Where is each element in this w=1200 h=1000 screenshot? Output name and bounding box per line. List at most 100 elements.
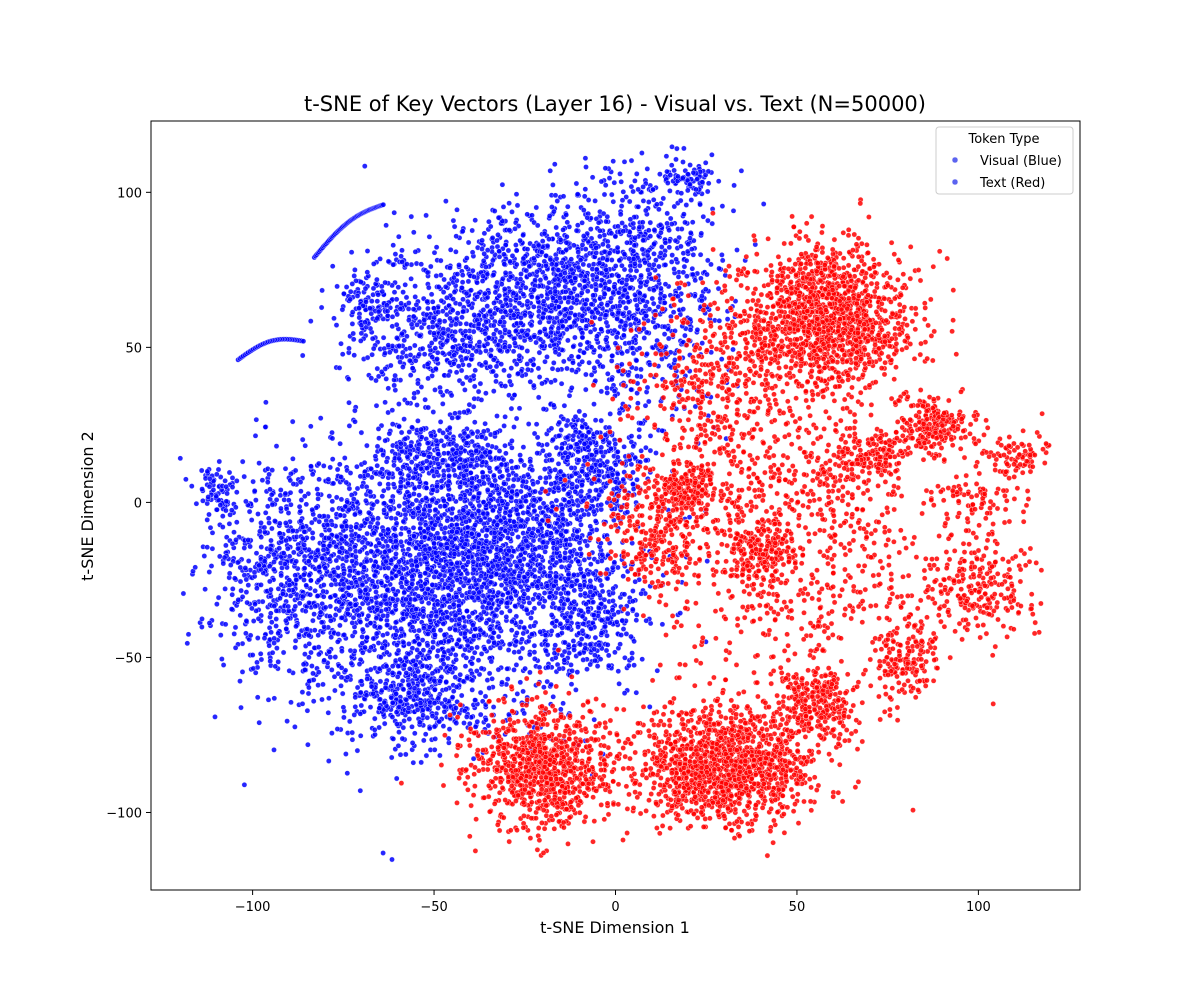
data-point bbox=[490, 563, 496, 570]
data-point bbox=[286, 497, 292, 503]
data-point bbox=[322, 604, 329, 611]
data-point bbox=[462, 646, 468, 653]
data-point bbox=[384, 649, 390, 656]
data-point bbox=[239, 458, 246, 465]
data-point bbox=[367, 666, 374, 673]
data-point bbox=[363, 497, 369, 504]
data-point bbox=[464, 524, 471, 531]
data-point bbox=[398, 539, 404, 545]
data-point bbox=[409, 573, 415, 580]
data-point bbox=[380, 632, 386, 638]
data-point bbox=[286, 577, 293, 583]
data-point bbox=[516, 649, 522, 655]
data-point bbox=[393, 573, 399, 579]
data-point bbox=[521, 624, 527, 631]
data-point bbox=[451, 551, 458, 557]
data-point bbox=[267, 486, 273, 493]
data-point bbox=[404, 454, 411, 460]
data-point bbox=[372, 453, 379, 459]
data-point bbox=[269, 467, 275, 473]
data-point bbox=[364, 540, 371, 547]
data-point bbox=[354, 607, 361, 614]
data-point bbox=[440, 661, 447, 667]
data-point bbox=[550, 540, 557, 546]
data-point bbox=[448, 560, 455, 567]
data-point bbox=[400, 639, 407, 646]
data-point bbox=[509, 618, 515, 625]
data-point bbox=[209, 530, 216, 536]
data-point bbox=[472, 484, 479, 491]
data-point bbox=[341, 714, 347, 721]
data-point bbox=[340, 704, 347, 711]
data-point bbox=[322, 565, 329, 571]
data-point bbox=[370, 501, 377, 508]
data-point bbox=[335, 631, 341, 637]
data-point bbox=[407, 443, 414, 449]
data-point bbox=[621, 444, 627, 450]
points-layer bbox=[177, 144, 1052, 863]
data-point bbox=[489, 676, 495, 682]
data-point bbox=[462, 630, 468, 637]
data-point bbox=[371, 572, 378, 579]
data-point bbox=[503, 614, 510, 620]
data-point bbox=[353, 524, 359, 530]
data-point bbox=[618, 632, 624, 638]
data-point bbox=[438, 639, 444, 646]
data-point bbox=[556, 523, 563, 530]
data-point bbox=[501, 423, 507, 429]
data-point bbox=[332, 687, 338, 694]
data-point bbox=[258, 582, 264, 588]
data-point bbox=[415, 689, 422, 696]
data-point bbox=[353, 553, 359, 560]
data-point bbox=[404, 611, 410, 618]
data-point bbox=[457, 484, 463, 490]
data-point bbox=[508, 458, 515, 465]
data-point bbox=[390, 481, 397, 487]
data-point bbox=[531, 497, 538, 503]
data-point bbox=[257, 528, 263, 535]
data-point bbox=[276, 545, 283, 551]
data-point bbox=[337, 461, 343, 468]
data-point bbox=[634, 476, 640, 483]
data-point bbox=[253, 416, 260, 423]
data-point bbox=[398, 626, 404, 632]
data-point bbox=[570, 638, 577, 644]
data-point bbox=[208, 563, 215, 569]
data-point bbox=[311, 611, 317, 617]
data-point bbox=[314, 486, 320, 492]
data-point bbox=[303, 582, 309, 589]
data-point bbox=[577, 546, 584, 552]
data-point bbox=[229, 540, 236, 547]
data-point bbox=[365, 613, 372, 619]
data-point bbox=[558, 531, 564, 538]
data-point bbox=[286, 553, 293, 560]
data-point bbox=[416, 627, 422, 634]
data-point bbox=[407, 552, 413, 559]
data-point bbox=[329, 730, 335, 736]
data-point bbox=[250, 618, 257, 624]
data-point bbox=[548, 612, 555, 618]
data-point bbox=[529, 631, 535, 637]
data-point bbox=[382, 684, 389, 691]
data-point bbox=[402, 511, 409, 518]
data-point bbox=[506, 472, 512, 478]
data-point bbox=[297, 479, 304, 485]
data-point bbox=[617, 641, 623, 647]
data-point bbox=[351, 712, 358, 718]
data-point bbox=[332, 612, 339, 618]
data-point bbox=[222, 621, 229, 628]
data-point bbox=[396, 704, 403, 710]
data-point bbox=[192, 564, 198, 571]
data-point bbox=[628, 461, 635, 468]
data-point bbox=[206, 569, 213, 575]
data-point bbox=[283, 537, 289, 544]
data-point bbox=[251, 569, 258, 576]
data-point bbox=[523, 498, 529, 504]
data-point bbox=[245, 537, 251, 543]
data-point bbox=[346, 423, 353, 429]
data-point bbox=[578, 636, 585, 642]
data-point bbox=[339, 690, 346, 697]
data-point bbox=[469, 660, 475, 667]
data-point bbox=[426, 654, 432, 661]
data-point bbox=[312, 557, 319, 563]
